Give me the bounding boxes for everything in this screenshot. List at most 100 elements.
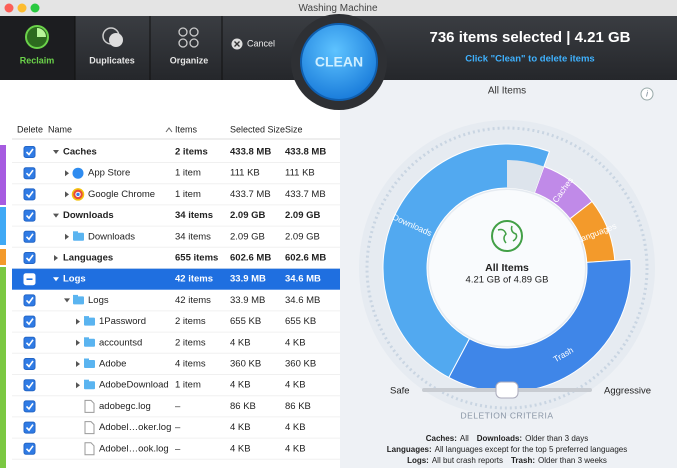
disclosure-arrow[interactable] <box>53 277 59 282</box>
checkbox-mark <box>25 339 34 347</box>
folder-icon <box>84 338 95 347</box>
checkbox[interactable] <box>23 442 36 455</box>
checkbox[interactable] <box>23 209 36 222</box>
row-items: 34 items <box>175 231 211 242</box>
table: Delete Name Items Selected Size Size Caches 2 … <box>0 124 340 468</box>
row-size: 2.09 GB <box>285 210 321 221</box>
category-bar <box>0 267 6 468</box>
criteria-label: Trash: <box>511 456 535 465</box>
folder-icon <box>73 232 84 241</box>
reclaim-icon-detail <box>37 28 46 37</box>
row-size: 360 KB <box>285 359 316 370</box>
row-selected-size: 433.8 MB <box>230 147 271 158</box>
checkbox[interactable] <box>23 358 36 370</box>
cancel-button[interactable]: Cancel <box>247 38 275 48</box>
checkbox[interactable] <box>23 336 36 349</box>
row-size: 602.6 MB <box>285 253 326 264</box>
row-name: 1Password <box>99 316 146 327</box>
criteria-label: Logs: <box>407 456 429 465</box>
criteria-list: Caches: All Downloads: Older than 3 days Lan… <box>387 434 627 465</box>
globe-icon <box>491 220 523 252</box>
checkbox[interactable] <box>23 379 36 392</box>
row-name: Adobel…oker.log <box>99 422 171 433</box>
slider-left-label: Safe <box>390 386 410 397</box>
disclosure-arrow[interactable] <box>54 255 58 261</box>
folder-tab <box>84 337 89 340</box>
row-selected-size: 4 KB <box>230 443 251 454</box>
row-size: 34.6 MB <box>285 295 320 306</box>
chrome-icon-center <box>75 191 81 198</box>
disclosure-arrow[interactable] <box>76 318 80 325</box>
criteria-line: Caches: All Downloads: Older than 3 days <box>426 434 589 443</box>
row-selected-size: 602.6 MB <box>230 253 271 264</box>
disclosure-arrow[interactable] <box>65 191 69 198</box>
folder-tab <box>73 294 78 297</box>
row-name: Adobel…ook.log <box>99 443 169 454</box>
disclosure-arrow[interactable] <box>76 382 80 389</box>
row-selected-size: 4 KB <box>230 337 251 348</box>
row-items: 1 item <box>175 168 201 179</box>
row-name: Logs <box>88 295 109 306</box>
clean-button[interactable] <box>300 23 378 101</box>
row-selected-size: 33.9 MB <box>230 274 266 285</box>
zoom-button[interactable] <box>30 3 40 13</box>
disclosure-arrow[interactable] <box>76 361 80 367</box>
criteria-line: Languages: All languages except for the t… <box>387 445 627 454</box>
file-icon <box>84 421 95 435</box>
minimize-button[interactable] <box>17 3 27 13</box>
disclosure-arrow[interactable] <box>53 213 59 218</box>
checkbox[interactable] <box>23 230 36 243</box>
donut-gap <box>507 160 544 193</box>
column-header: Name <box>48 124 72 134</box>
row-name: Adobe <box>99 359 126 370</box>
folder-icon <box>84 360 95 368</box>
disclosure-arrow[interactable] <box>65 170 69 177</box>
criteria-value: All <box>460 434 469 443</box>
checkbox[interactable] <box>23 421 36 434</box>
info-button[interactable] <box>640 87 654 101</box>
checkbox[interactable] <box>23 294 36 307</box>
criteria-value: All languages except for the top 5 prefe… <box>435 445 628 454</box>
checkbox-mark <box>25 402 34 411</box>
disclosure-arrow[interactable] <box>53 150 59 154</box>
toolbar-tab[interactable]: Organize <box>170 55 209 65</box>
row-items: – <box>175 401 181 412</box>
slider-right-label: Aggressive <box>604 386 651 397</box>
checkbox-mark <box>25 148 34 156</box>
disclosure-arrow[interactable] <box>76 339 80 346</box>
row-selected-size: 360 KB <box>230 359 261 370</box>
row-selected-size: 33.9 MB <box>230 295 265 306</box>
row-name: adobegc.log <box>99 401 151 412</box>
category-bar <box>0 145 6 205</box>
checkbox[interactable] <box>23 146 36 158</box>
close-button[interactable] <box>4 3 14 13</box>
donut-segment <box>382 143 551 379</box>
row-selected-size: 2.09 GB <box>230 231 265 242</box>
folder-tab <box>84 358 89 361</box>
checkbox[interactable] <box>23 400 36 413</box>
disclosure-arrow[interactable] <box>64 298 70 303</box>
checkbox-mark <box>25 169 34 177</box>
toolbar-tab[interactable]: Reclaim <box>20 55 55 65</box>
center-subtitle: 4.21 GB of 4.89 GB <box>466 275 549 286</box>
slider-knob[interactable] <box>495 381 519 399</box>
folder-tab <box>84 316 89 319</box>
checkbox[interactable] <box>23 315 36 328</box>
row-items: 2 items <box>175 337 206 348</box>
checkbox[interactable] <box>23 167 36 180</box>
row-size: 4 KB <box>285 422 306 433</box>
column-header: Items <box>175 124 198 134</box>
toolbar-tab[interactable]: Duplicates <box>89 55 135 65</box>
disclosure-arrow[interactable] <box>65 233 69 240</box>
checkbox-mark <box>25 212 34 220</box>
criteria-value: All but crash reports <box>432 456 503 465</box>
title-bar <box>0 0 677 16</box>
row-selected-size: 655 KB <box>230 316 261 327</box>
folder-tab <box>84 379 89 382</box>
checkbox[interactable] <box>23 252 36 264</box>
checkbox[interactable] <box>23 188 36 201</box>
row-items: 1 item <box>175 189 201 200</box>
organize-icon <box>178 27 199 48</box>
app-store-icon <box>72 167 84 179</box>
